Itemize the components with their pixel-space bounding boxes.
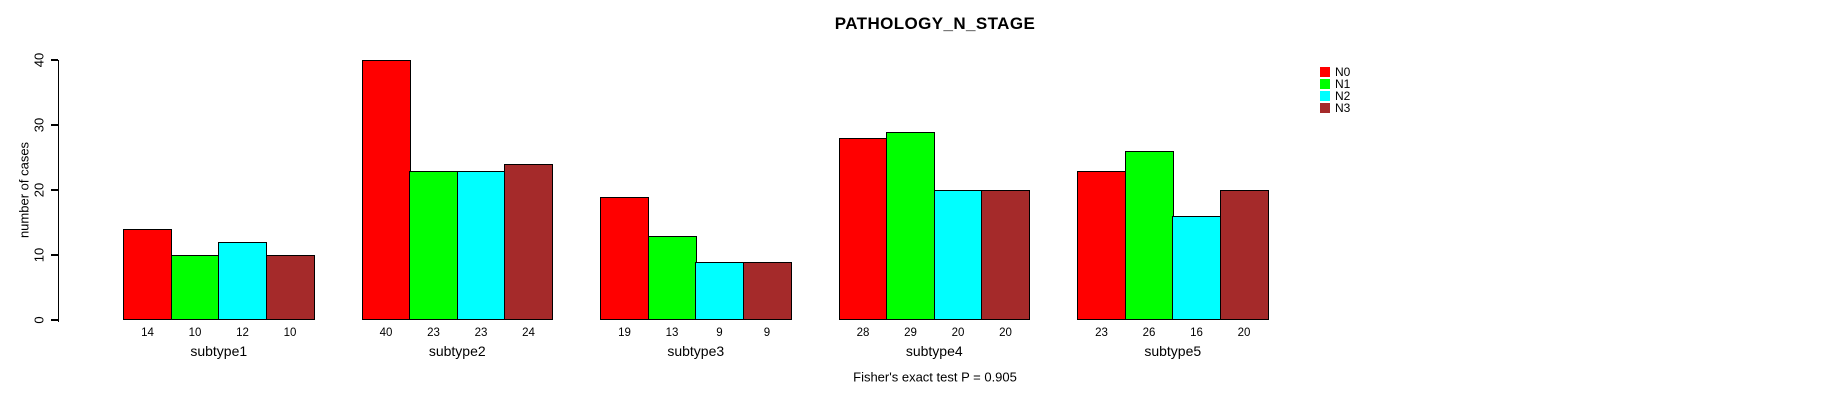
- bar-subtype1-N2: [218, 242, 267, 320]
- bar-value-label-subtype2-N2: 23: [474, 327, 488, 339]
- bar-value-label-subtype2-N0: 40: [379, 327, 393, 339]
- legend-item-N0: N0: [1320, 66, 1350, 78]
- bar-value-label-subtype1-N1: 10: [188, 327, 202, 339]
- legend-label-N2: N2: [1335, 89, 1351, 103]
- legend-swatch-N0: [1320, 67, 1330, 77]
- bar-value-label-subtype4-N1: 29: [904, 327, 917, 339]
- y-axis-tick-label-20: 20: [31, 182, 47, 198]
- bar-value-label-subtype2-N3: 24: [522, 327, 535, 339]
- category-label-subtype5: subtype5: [1144, 343, 1202, 359]
- bar-value-label-subtype1-N2: 12: [236, 327, 249, 339]
- legend-label-N1: N1: [1335, 77, 1351, 91]
- bar-subtype3-N1: [647, 235, 697, 320]
- y-axis-label: number of cases: [16, 141, 32, 239]
- chart-title: PATHOLOGY_N_STAGE: [834, 14, 1036, 33]
- category-label-subtype3: subtype3: [667, 343, 725, 359]
- bar-subtype2-N3: [504, 164, 553, 320]
- bar-subtype3-N0: [600, 196, 649, 320]
- y-axis-tick-30: [50, 124, 58, 126]
- bar-subtype2-N0: [361, 60, 411, 320]
- bar-value-label-subtype3-N2: 9: [716, 327, 723, 339]
- legend-item-N1: N1: [1320, 78, 1350, 90]
- bar-value-label-subtype5-N2: 16: [1190, 327, 1203, 339]
- bar-value-label-subtype5-N1: 26: [1142, 327, 1156, 339]
- bar-value-label-subtype5-N3: 20: [1237, 327, 1251, 339]
- category-label-subtype1: subtype1: [190, 343, 248, 359]
- y-axis-tick-10: [50, 254, 58, 256]
- bar-subtype1-N0: [123, 229, 172, 320]
- bar-value-label-subtype4-N3: 20: [999, 327, 1012, 339]
- bar-value-label-subtype3-N3: 9: [763, 327, 771, 339]
- legend-item-N3: N3: [1320, 102, 1350, 114]
- bar-value-label-subtype4-N0: 28: [856, 327, 870, 339]
- legend-swatch-N3: [1320, 103, 1330, 113]
- y-axis-line: [57, 60, 59, 322]
- y-axis-tick-label-30: 30: [31, 117, 47, 133]
- bar-value-label-subtype3-N0: 19: [618, 327, 631, 339]
- legend-swatch-N2: [1320, 91, 1330, 101]
- legend: N0 N1 N2 N3: [1320, 66, 1350, 114]
- bar-value-label-subtype1-N3: 10: [283, 327, 297, 339]
- bar-subtype4-N2: [933, 190, 983, 320]
- bar-subtype5-N3: [1219, 190, 1269, 320]
- y-axis-tick-0: [50, 319, 58, 321]
- bar-value-label-subtype2-N1: 23: [427, 327, 440, 339]
- legend-label-N3: N3: [1335, 101, 1351, 115]
- y-axis-tick-label-10: 10: [31, 247, 47, 263]
- category-label-subtype2: subtype2: [428, 343, 486, 359]
- y-axis-tick-20: [50, 189, 58, 191]
- legend-item-N2: N2: [1320, 90, 1350, 102]
- bar-value-label-subtype4-N2: 20: [951, 327, 965, 339]
- bar-subtype2-N1: [409, 170, 458, 320]
- bar-subtype4-N3: [981, 190, 1030, 320]
- bar-subtype3-N2: [695, 261, 744, 320]
- bar-subtype1-N3: [265, 255, 315, 320]
- fisher-test-note: Fisher's exact test P = 0.905: [853, 369, 1017, 385]
- bar-value-label-subtype3-N1: 13: [665, 327, 679, 339]
- y-axis-tick-label-40: 40: [31, 52, 47, 68]
- bar-subtype2-N2: [456, 170, 506, 320]
- legend-swatch-N1: [1320, 79, 1330, 89]
- bar-subtype4-N1: [886, 131, 935, 320]
- bar-subtype3-N3: [742, 261, 792, 320]
- bar-subtype5-N1: [1124, 151, 1174, 320]
- bar-subtype4-N0: [838, 138, 888, 320]
- bar-subtype1-N1: [170, 255, 220, 320]
- bar-subtype5-N0: [1077, 170, 1126, 320]
- y-axis-tick-40: [50, 59, 58, 61]
- bar-subtype5-N2: [1172, 216, 1221, 320]
- legend-label-N0: N0: [1335, 65, 1351, 79]
- category-label-subtype4: subtype4: [905, 343, 963, 359]
- bar-value-label-subtype1-N0: 14: [141, 327, 154, 339]
- y-axis-tick-label-0: 0: [31, 316, 47, 324]
- bar-value-label-subtype5-N0: 23: [1095, 327, 1108, 339]
